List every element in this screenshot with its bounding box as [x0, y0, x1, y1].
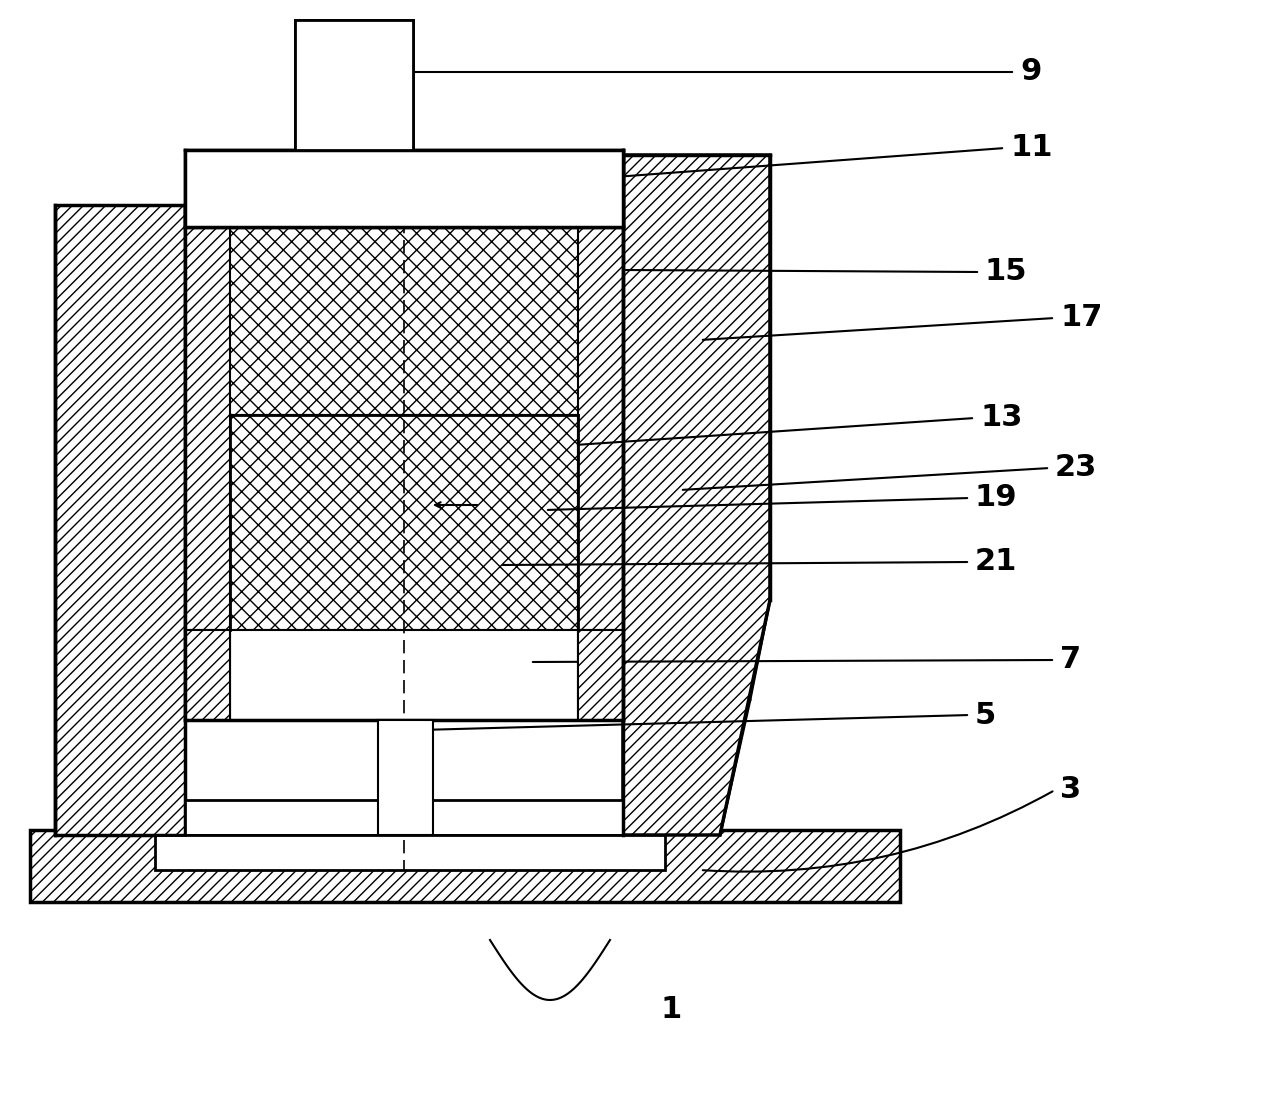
Polygon shape — [55, 205, 185, 835]
Text: 7: 7 — [1060, 645, 1082, 675]
Bar — [185, 630, 622, 720]
Bar — [185, 150, 622, 226]
Text: 3: 3 — [1060, 776, 1082, 804]
Text: 19: 19 — [975, 484, 1017, 512]
Text: 9: 9 — [1020, 58, 1042, 86]
Bar — [185, 226, 230, 630]
Bar — [30, 830, 900, 901]
Bar — [577, 630, 622, 720]
Text: 13: 13 — [980, 404, 1022, 432]
Text: 21: 21 — [975, 547, 1017, 577]
Text: 23: 23 — [1055, 454, 1097, 482]
Text: 1: 1 — [660, 996, 682, 1024]
Bar — [230, 630, 577, 720]
Text: 15: 15 — [985, 257, 1028, 287]
Text: 5: 5 — [975, 700, 997, 730]
Text: 11: 11 — [1010, 133, 1052, 163]
Bar — [378, 720, 433, 835]
Bar — [230, 415, 577, 630]
Bar — [185, 800, 622, 835]
Bar — [294, 20, 413, 150]
Bar — [156, 835, 665, 870]
Bar — [185, 226, 622, 415]
Bar — [185, 630, 230, 720]
Bar — [577, 226, 622, 630]
Text: 17: 17 — [1060, 303, 1102, 333]
Polygon shape — [622, 155, 770, 835]
